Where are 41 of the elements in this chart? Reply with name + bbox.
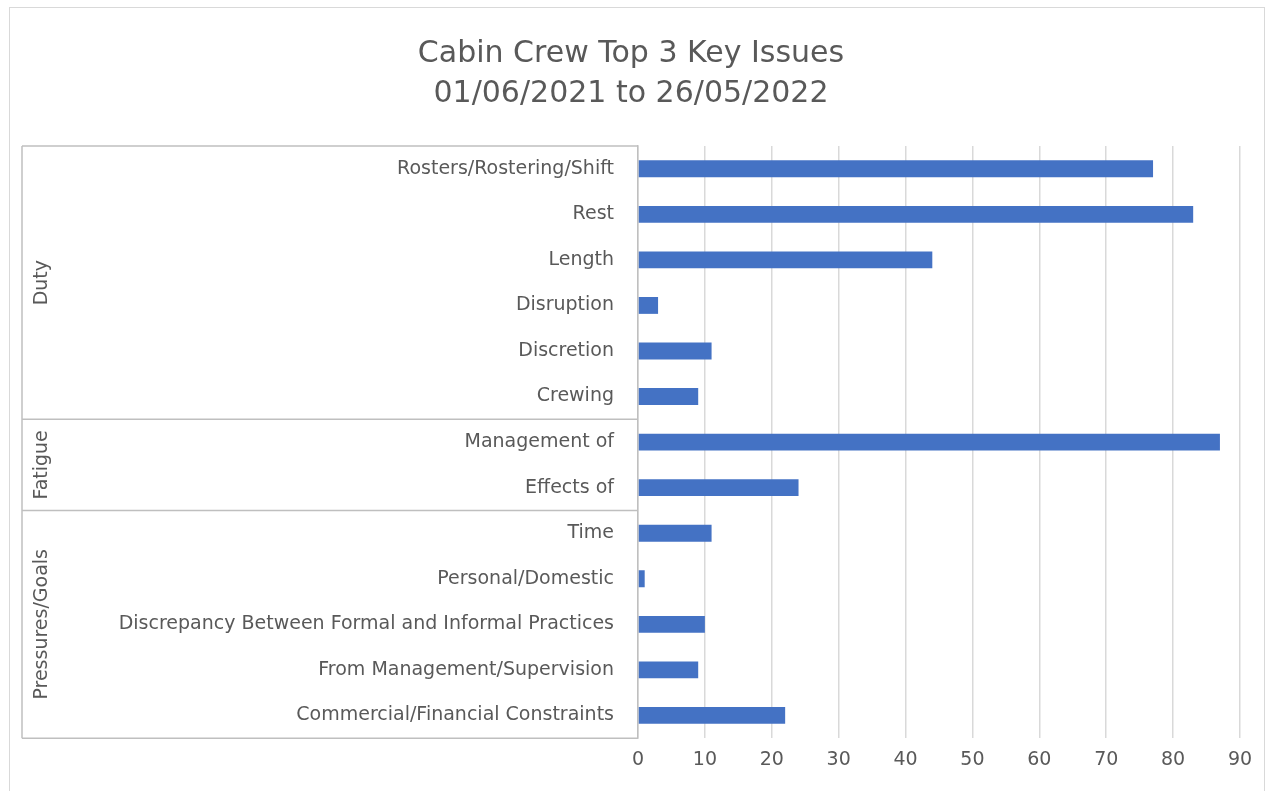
bar <box>638 707 786 724</box>
bar <box>638 524 712 542</box>
y-tick-label: Time <box>566 520 614 543</box>
y-tick-label: Discrepancy Between Formal and Informal Practices <box>118 611 614 634</box>
y-tick-label: Length <box>548 246 614 269</box>
x-tick-label: 10 <box>692 746 717 769</box>
x-tick-label: 50 <box>960 746 985 769</box>
bar <box>638 615 705 633</box>
y-tick-label: Management of <box>464 429 616 452</box>
y-tick-label: Crewing <box>536 383 614 406</box>
y-tick-label: Personal/Domestic <box>437 565 614 588</box>
x-tick-label: 70 <box>1094 746 1119 769</box>
bar <box>638 388 699 405</box>
bar <box>638 342 712 360</box>
y-tick-label: Disruption <box>515 292 614 315</box>
text: Pressures/Goals <box>28 549 51 700</box>
bar <box>638 160 1154 178</box>
y-tick-label: Discretion <box>518 337 614 360</box>
bar <box>638 661 699 679</box>
y-tick-label: Rosters/Rostering/Shift <box>397 155 614 178</box>
chart-subtitle: 01/06/2021 to 26/05/2022 <box>433 73 829 109</box>
x-tick-label: 30 <box>826 746 851 769</box>
y-tick-label: From Management/Supervision <box>318 656 614 679</box>
bar <box>638 205 1194 223</box>
bar <box>638 251 933 269</box>
x-tick-label: 20 <box>759 746 784 769</box>
x-tick-label: 40 <box>893 746 918 769</box>
x-tick-label: 60 <box>1027 746 1052 769</box>
text: Duty <box>28 259 51 306</box>
y-tick-label: Rest <box>572 201 614 224</box>
bar <box>638 570 645 588</box>
text: Fatigue <box>28 430 51 500</box>
bar <box>638 297 659 314</box>
y-tick-label: Commercial/Financial Constraints <box>296 702 614 725</box>
x-tick-label: 90 <box>1227 746 1253 769</box>
y-tick-label: Effects of <box>525 474 616 497</box>
chart-title: Cabin Crew Top 3 Key Issues <box>417 33 845 69</box>
bar <box>638 433 1220 451</box>
x-tick-label: 80 <box>1161 746 1186 769</box>
bar <box>638 479 799 497</box>
x-tick-label: 0 <box>631 746 645 769</box>
